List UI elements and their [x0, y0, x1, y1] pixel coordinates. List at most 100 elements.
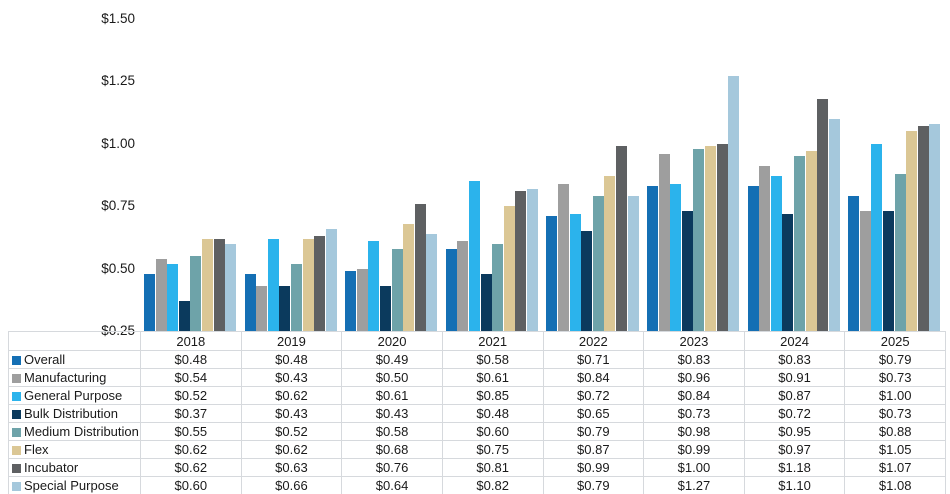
value-cell: $0.87 — [542, 440, 645, 459]
value-cell: $0.52 — [240, 422, 343, 441]
bar-bulk-distribution-2021 — [480, 273, 492, 331]
value-cell: $1.27 — [643, 476, 745, 494]
bar-incubator-2020 — [414, 203, 426, 331]
value-cell: $0.49 — [341, 350, 443, 369]
value-cell: $0.97 — [743, 440, 846, 459]
bar-bulk-distribution-2019 — [279, 286, 291, 331]
bar-overall-2018 — [143, 273, 155, 331]
legend-swatch-icon — [12, 356, 21, 365]
bar-flex-2025 — [906, 131, 918, 331]
value-cell: $0.48 — [441, 404, 544, 423]
value-cell: $0.62 — [240, 386, 343, 405]
series-name: Bulk Distribution — [24, 406, 118, 421]
table-row: Medium Distribution $0.55 $0.52 $0.58 $0.60 $… — [8, 422, 946, 441]
series-name: Manufacturing — [24, 370, 107, 385]
bar-general-purpose-2020 — [368, 241, 380, 331]
table-row: Bulk Distribution $0.37 $0.43 $0.43 $0.48 $0.… — [8, 404, 946, 423]
value-cell: $0.72 — [542, 386, 645, 405]
year-header: 2018 — [140, 331, 242, 351]
y-axis-tick-label: $1.50 — [101, 10, 135, 26]
bar-bulk-distribution-2018 — [178, 301, 190, 331]
series-label-cell: Incubator — [8, 458, 141, 477]
value-cell: $1.08 — [844, 476, 946, 494]
bar-general-purpose-2021 — [468, 181, 480, 331]
bar-special-purpose-2023 — [728, 76, 740, 331]
value-cell: $0.52 — [140, 386, 242, 405]
value-cell: $0.75 — [441, 440, 544, 459]
value-cell: $0.73 — [844, 368, 946, 387]
series-name: Special Purpose — [24, 478, 119, 493]
value-cell: $0.62 — [140, 440, 242, 459]
bar-overall-2024 — [747, 186, 759, 331]
value-cell: $0.61 — [441, 368, 544, 387]
y-axis-tick-label: $1.00 — [101, 135, 135, 151]
bar-medium-distribution-2018 — [190, 256, 202, 331]
value-cell: $0.88 — [844, 422, 946, 441]
table-row: Incubator $0.62 $0.63 $0.76 $0.81 $0.99 $1.00 $… — [8, 458, 946, 477]
bar-manufacturing-2023 — [658, 153, 670, 331]
bar-medium-distribution-2022 — [592, 196, 604, 331]
value-cell: $0.61 — [341, 386, 443, 405]
value-cell: $0.87 — [743, 386, 846, 405]
table-row: Overall $0.48 $0.48 $0.49 $0.58 $0.71 $0.83 $0.… — [8, 350, 946, 369]
bar-incubator-2019 — [314, 236, 326, 331]
bar-general-purpose-2025 — [871, 143, 883, 331]
year-header: 2023 — [643, 331, 745, 351]
value-cell: $0.79 — [542, 476, 645, 494]
year-header: 2022 — [542, 331, 645, 351]
bar-incubator-2025 — [917, 126, 929, 331]
legend-swatch-icon — [12, 464, 21, 473]
bar-flex-2024 — [805, 151, 817, 331]
value-cell: $0.91 — [743, 368, 846, 387]
bar-medium-distribution-2024 — [794, 156, 806, 331]
bar-medium-distribution-2023 — [693, 148, 705, 331]
value-cell: $0.76 — [341, 458, 443, 477]
value-cell: $0.63 — [240, 458, 343, 477]
value-cell: $0.50 — [341, 368, 443, 387]
bar-special-purpose-2019 — [325, 228, 337, 331]
bar-bulk-distribution-2025 — [883, 211, 895, 331]
bar-overall-2025 — [848, 196, 860, 331]
value-cell: $0.37 — [140, 404, 242, 423]
value-cell: $0.72 — [743, 404, 846, 423]
legend-swatch-icon — [12, 392, 21, 401]
value-cell: $0.79 — [844, 350, 946, 369]
table-header-row: 2018 2019 2020 2021 2022 2023 2024 2025 — [8, 331, 946, 351]
y-axis-tick-label: $0.50 — [101, 260, 135, 276]
series-label-cell: Bulk Distribution — [8, 404, 141, 423]
bar-overall-2023 — [647, 186, 659, 331]
value-cell: $0.55 — [140, 422, 242, 441]
value-cell: $0.62 — [240, 440, 343, 459]
bar-medium-distribution-2019 — [290, 263, 302, 331]
value-cell: $0.73 — [643, 404, 745, 423]
bar-incubator-2021 — [515, 191, 527, 331]
bar-flex-2021 — [503, 206, 515, 331]
table-row: Flex $0.62 $0.62 $0.68 $0.75 $0.87 $0.99 $0.97 $… — [8, 440, 946, 459]
value-cell: $0.99 — [643, 440, 745, 459]
bar-overall-2019 — [244, 273, 256, 331]
bar-bulk-distribution-2023 — [681, 211, 693, 331]
table-row: Manufacturing $0.54 $0.43 $0.50 $0.61 $0.84 $0… — [8, 368, 946, 387]
year-header: 2020 — [341, 331, 443, 351]
value-cell: $0.82 — [441, 476, 544, 494]
bar-special-purpose-2018 — [225, 243, 237, 331]
series-label-cell: Manufacturing — [8, 368, 141, 387]
value-cell: $0.60 — [441, 422, 544, 441]
bar-overall-2020 — [345, 271, 357, 331]
table-row: Special Purpose $0.60 $0.66 $0.64 $0.82 $0.79… — [8, 476, 946, 494]
year-header: 2024 — [743, 331, 846, 351]
bar-general-purpose-2024 — [770, 176, 782, 331]
bar-incubator-2023 — [716, 143, 728, 331]
value-cell: $0.95 — [743, 422, 846, 441]
bar-general-purpose-2023 — [670, 183, 682, 331]
table-corner-cell — [8, 331, 141, 351]
bar-bulk-distribution-2024 — [782, 213, 794, 331]
bar-incubator-2022 — [616, 146, 627, 331]
bar-medium-distribution-2020 — [391, 248, 403, 331]
bar-general-purpose-2022 — [569, 213, 581, 331]
value-cell: $0.68 — [341, 440, 443, 459]
bar-manufacturing-2024 — [759, 166, 771, 331]
bar-special-purpose-2022 — [627, 196, 639, 331]
year-header: 2021 — [441, 331, 544, 351]
bar-manufacturing-2021 — [457, 241, 469, 331]
